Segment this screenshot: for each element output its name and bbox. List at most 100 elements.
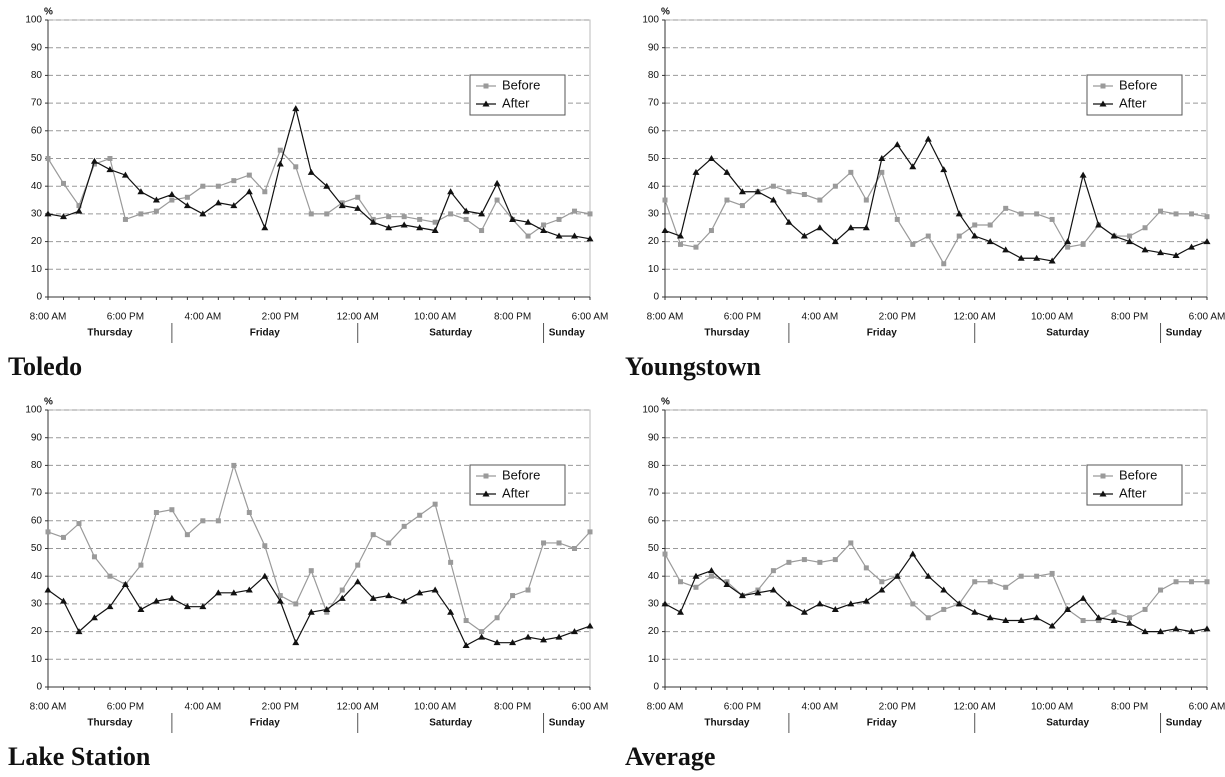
chart-title: Average [625,742,715,771]
data-point [1095,614,1103,621]
data-point [971,608,979,615]
data-point [91,161,97,167]
data-point [262,543,268,549]
data-point [246,509,252,515]
data-point [847,224,855,231]
data-point [478,210,486,217]
data-point [153,208,159,214]
data-point [586,622,594,629]
y-axis-label: % [661,7,670,18]
data-point [509,639,517,646]
data-point [462,207,470,214]
data-point [848,540,854,546]
data-point [909,163,917,170]
data-point [893,572,901,579]
x-tick-label: 10:00 AM [1031,312,1073,323]
day-label: Friday [250,328,280,339]
data-point [400,597,408,604]
data-point [245,188,253,195]
data-point [785,600,793,607]
y-tick-label: 90 [31,42,43,53]
data-point [276,160,284,167]
data-point [122,216,128,222]
data-point [76,203,82,209]
data-point [955,600,963,607]
data-point [386,214,392,220]
data-point [941,606,947,612]
data-point [879,169,885,175]
legend-marker [1100,473,1106,479]
data-point [214,589,222,596]
data-point [354,204,362,211]
data-point [555,232,563,239]
y-tick-label: 40 [31,181,43,192]
y-tick-label: 80 [31,70,43,81]
data-point [1173,211,1179,217]
x-tick-label: 2:00 PM [262,312,299,323]
legend-marker [482,490,490,497]
data-point [677,241,683,247]
data-point [1204,214,1210,220]
data-point [230,202,238,209]
data-point [893,141,901,148]
x-tick-label: 12:00 AM [337,702,379,713]
data-point [708,573,714,579]
y-tick-label: 60 [31,125,43,136]
data-point [448,211,454,217]
y-tick-label: 10 [31,264,43,275]
data-point [540,636,548,643]
data-point [369,218,377,225]
data-point [754,188,762,195]
data-point [106,166,114,173]
data-point [800,232,808,239]
y-tick-label: 50 [31,153,43,164]
data-point [924,135,932,142]
x-tick-label: 2:00 PM [879,702,916,713]
x-tick-label: 8:00 PM [1111,702,1148,713]
legend-label: Before [1119,467,1157,482]
data-line [47,106,591,240]
data-point [45,529,51,535]
data-point [60,534,66,540]
data-point [1048,257,1056,264]
data-point [369,594,377,601]
data-point [324,609,330,615]
x-tick-label: 10:00 AM [1031,702,1073,713]
y-tick-label: 10 [648,654,660,665]
data-point [1080,618,1086,624]
data-point [862,224,870,231]
data-point [986,614,994,621]
y-tick-label: 40 [648,181,660,192]
legend-box [469,74,566,116]
data-point [292,639,300,646]
data-point [987,222,993,228]
data-point [183,202,191,209]
legend-label: After [502,95,530,110]
data-point [785,218,793,225]
data-point [59,213,67,220]
y-tick-label: 60 [31,515,43,526]
data-point [676,608,684,615]
chart-title: Lake Station [8,742,151,771]
x-tick-label: 12:00 AM [954,702,996,713]
data-point [385,224,393,231]
y-tick-label: 0 [36,292,42,303]
chart-panel: 0 10 20 30 40 50 60 70 80 90 100% 8:00 AM 6:00 PM 4:0… [625,7,1225,381]
data-point [572,546,578,551]
day-label: Thursday [704,718,749,729]
x-tick-label: 6:00 AM [572,312,609,323]
data-point [293,164,299,170]
day-label: Friday [867,718,897,729]
data-point [1111,609,1117,615]
data-line [47,463,591,633]
data-point [75,207,83,214]
chart-title: Youngstown [625,352,761,381]
data-point [786,559,792,565]
data-point [1003,584,1009,590]
data-point [723,168,731,175]
data-point [693,584,699,590]
y-tick-label: 80 [648,460,660,471]
data-point [1188,628,1196,635]
data-point [76,521,82,527]
